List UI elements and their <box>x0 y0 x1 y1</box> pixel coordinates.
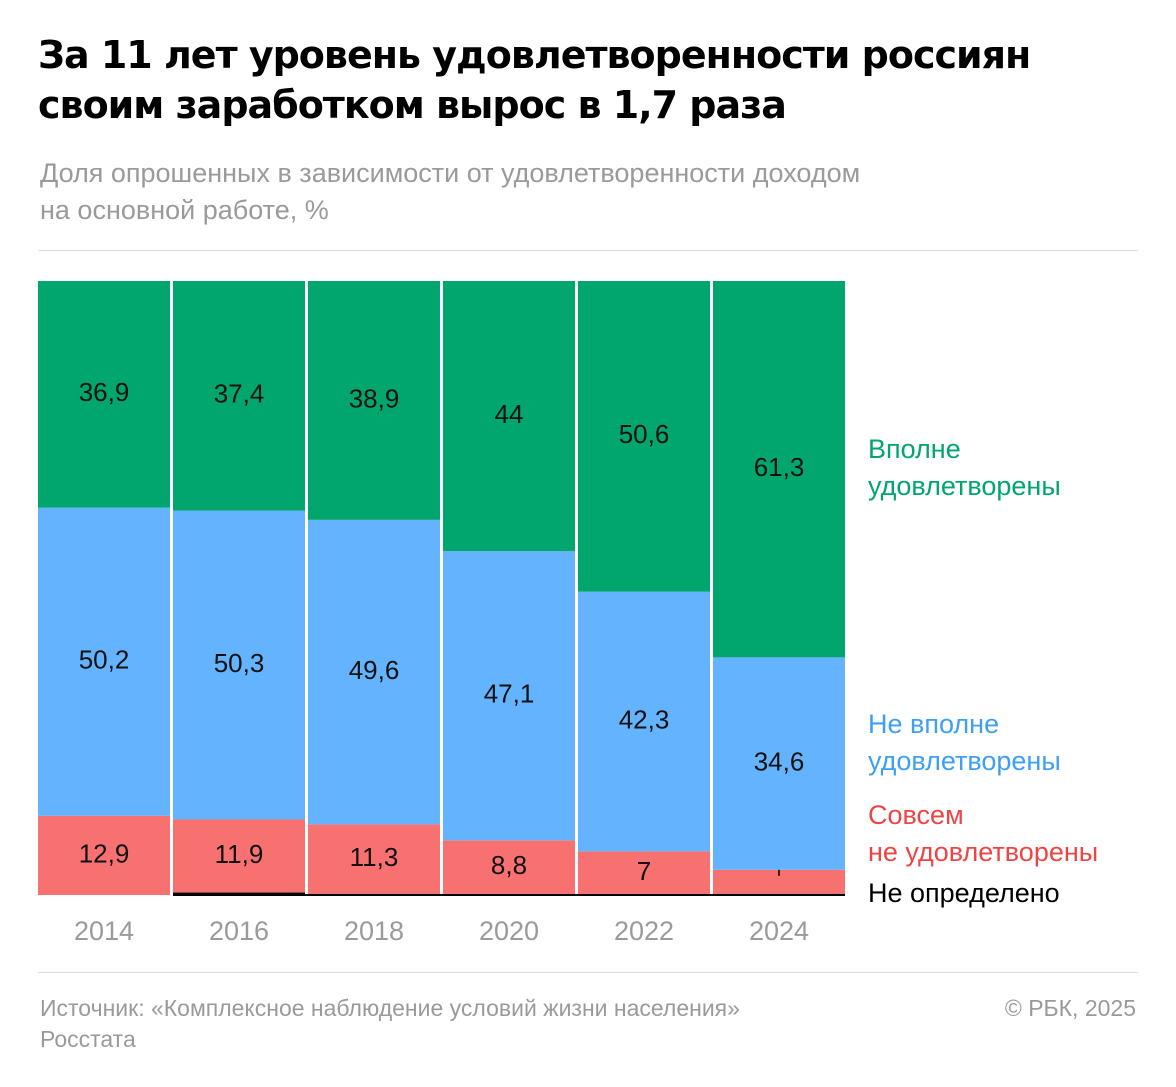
bar-segment-2020-1 <box>443 840 575 895</box>
top-divider <box>38 250 1138 251</box>
bar-segment-2022-1 <box>578 851 710 895</box>
copyright: © РБК, 2025 <box>1004 995 1136 1021</box>
legend-item-1-line-0: Совсем <box>868 800 964 830</box>
title-line-2: своим заработком вырос в 1,7 раза <box>38 83 787 127</box>
bar-segment-2024-3 <box>713 281 845 658</box>
data-label-2014-2: 50,2 <box>79 645 130 675</box>
bar-segment-2016-1 <box>173 819 305 893</box>
x-tick-label-2024: 2024 <box>749 916 809 946</box>
legend-item-0-line-0: Не определено <box>868 878 1060 908</box>
bar-segment-2014-2 <box>38 507 170 816</box>
x-tick-label-2022: 2022 <box>614 916 674 946</box>
source-note: Источник: «Комплексное наблюдение услови… <box>40 993 920 1055</box>
data-label-2016-2: 50,3 <box>214 648 265 678</box>
title-line-1: За 11 лет уровень удовлетворенности росс… <box>38 33 1031 77</box>
data-label-2014-3: 36,9 <box>79 377 130 407</box>
legend-item-3-line-1: удовлетворены <box>868 471 1061 501</box>
bar-segment-2016-3 <box>173 281 305 511</box>
legend-item-3-line-0: Вполне <box>868 434 961 464</box>
data-label-2024-3: 61,3 <box>754 452 805 482</box>
bar-segment-2022-3 <box>578 281 710 592</box>
bar-segment-2016-2 <box>173 510 305 820</box>
subtitle-line-1: Доля опрошенных в зависимости от удовлет… <box>40 158 861 188</box>
data-label-2020-2: 47,1 <box>484 679 535 709</box>
bar-segment-2022-2 <box>578 591 710 852</box>
bar-segment-2024-1 <box>713 869 845 894</box>
legend-item-2-line-1: удовлетворены <box>868 746 1061 776</box>
data-label-2018-2: 49,6 <box>349 655 400 685</box>
bar-segment-2014-3 <box>38 281 170 508</box>
data-label-2022-1: 7 <box>637 856 651 886</box>
subtitle-line-2: на основной работе, % <box>40 195 329 225</box>
data-label-2020-3: 44 <box>495 399 524 429</box>
x-tick-label-2020: 2020 <box>479 916 539 946</box>
legend-item-1-line-1: не удовлетворены <box>868 837 1098 867</box>
data-label-2022-2: 42,3 <box>619 704 670 734</box>
legend-item-2-line-0: Не вполне <box>868 709 999 739</box>
bar-segment-2014-1 <box>38 815 170 895</box>
bar-segment-2016-0 <box>173 892 305 895</box>
x-tick-label-2018: 2018 <box>344 916 404 946</box>
stacked-bar-chart: 12,9 50,2 36,9 2014 11,9 50,3 37,4 2016 11,3 49,6… <box>38 281 1098 946</box>
x-tick-label-2016: 2016 <box>209 916 269 946</box>
bar-segment-2024-2 <box>713 657 845 870</box>
data-label-2024-2: 34,6 <box>754 746 805 776</box>
data-label-2020-1: 8,8 <box>491 850 527 880</box>
data-label-2016-3: 37,4 <box>214 379 265 409</box>
bottom-divider <box>38 972 1138 973</box>
chart-subtitle: Доля опрошенных в зависимости от удовлет… <box>40 155 1040 229</box>
source-line-2: Росстата <box>40 1026 136 1052</box>
bar-segment-2020-2 <box>443 551 575 841</box>
bar-segment-2018-1 <box>308 824 440 894</box>
data-label-2022-3: 50,6 <box>619 419 670 449</box>
bar-segment-2018-2 <box>308 519 440 825</box>
chart-title: За 11 лет уровень удовлетворенности росс… <box>38 30 1148 130</box>
bar-segment-2018-3 <box>308 281 440 520</box>
data-label-2014-1: 12,9 <box>79 838 130 868</box>
x-tick-label-2014: 2014 <box>74 916 134 946</box>
data-label-2016-1: 11,9 <box>215 839 264 869</box>
data-label-2018-3: 38,9 <box>349 383 400 413</box>
source-line-1: Источник: «Комплексное наблюдение услови… <box>40 995 740 1021</box>
bar-segment-2020-3 <box>443 281 575 552</box>
data-label-2018-1: 11,3 <box>350 842 399 872</box>
